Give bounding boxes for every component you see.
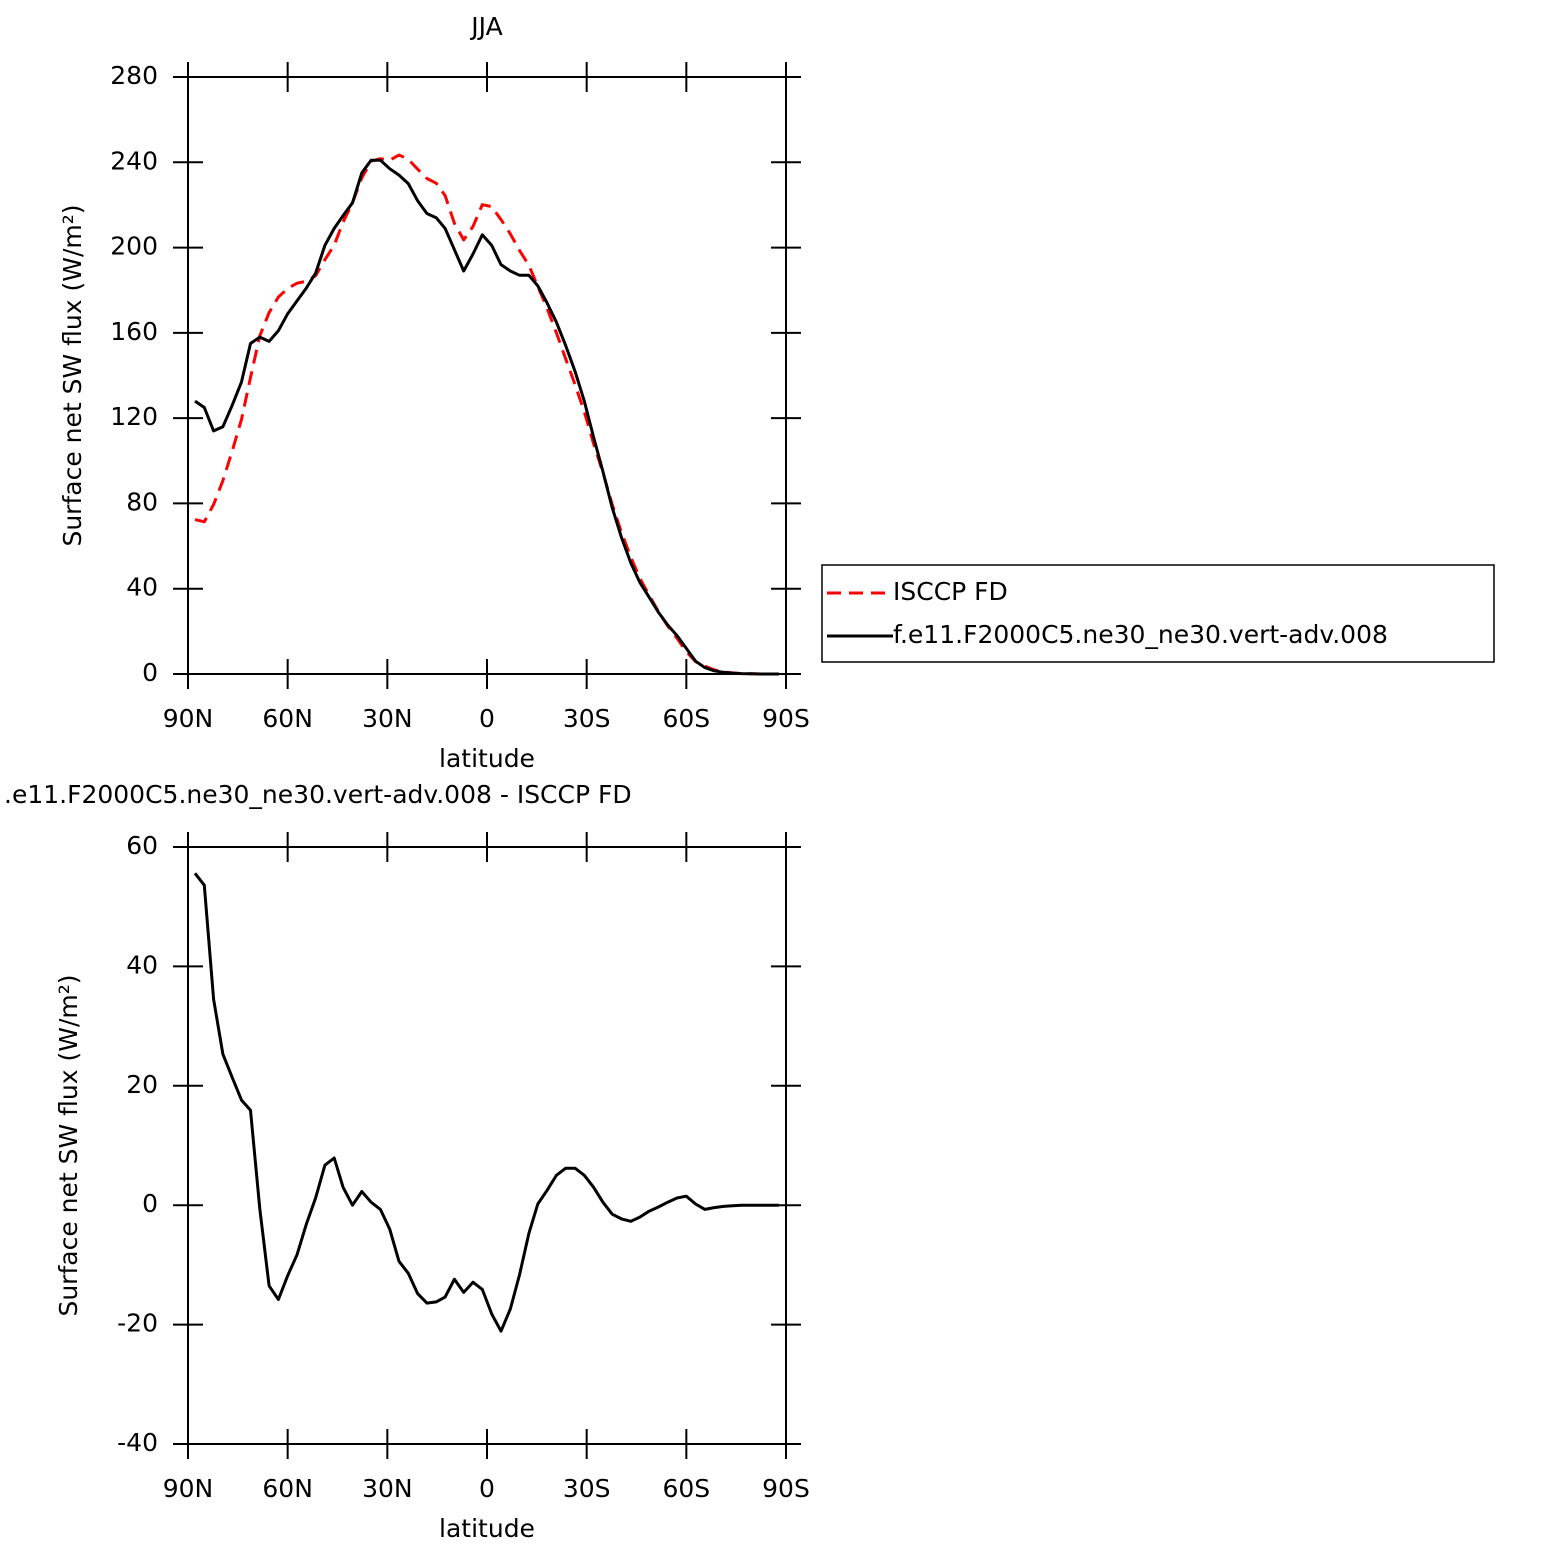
y-tick-label: 280 — [110, 61, 158, 90]
x-tick-label: 90S — [762, 704, 810, 733]
y-tick-label: 160 — [110, 317, 158, 346]
legend-label: ISCCP FD — [893, 577, 1008, 606]
y-tick-label: 40 — [126, 573, 158, 602]
x-tick-label: 60N — [262, 1474, 313, 1503]
x-tick-label: 60S — [662, 704, 710, 733]
y-tick-label: 20 — [126, 1070, 158, 1099]
x-tick-label: 30S — [563, 1474, 611, 1503]
y-tick-label: 0 — [142, 1189, 158, 1218]
y-tick-label: 40 — [126, 950, 158, 979]
x-tick-label: 30N — [362, 1474, 413, 1503]
y-tick-label: 0 — [142, 658, 158, 687]
legend-box — [821, 564, 1495, 663]
x-tick-label: 0 — [479, 1474, 495, 1503]
x-tick-label: 0 — [479, 704, 495, 733]
x-tick-label: 30N — [362, 704, 413, 733]
x-tick-label: 90N — [163, 1474, 214, 1503]
data-line — [194, 158, 779, 676]
plot-frame — [187, 76, 787, 675]
y-tick-label: 80 — [126, 487, 158, 516]
y-tick-label: -20 — [117, 1309, 158, 1338]
y-axis-label: Surface net SW flux (W/m²) — [54, 974, 83, 1316]
data-line — [194, 153, 779, 676]
x-tick-label: 60S — [662, 1474, 710, 1503]
y-tick-label: 200 — [110, 232, 158, 261]
x-axis-label: latitude — [439, 1514, 535, 1543]
y-tick-label: 120 — [110, 402, 158, 431]
x-tick-label: 30S — [563, 704, 611, 733]
y-tick-label: 240 — [110, 146, 158, 175]
plot-frame — [187, 846, 787, 1445]
x-tick-label: 90S — [762, 1474, 810, 1503]
y-tick-label: 60 — [126, 831, 158, 860]
y-axis-label: Surface net SW flux (W/m²) — [58, 204, 87, 546]
y-tick-label: -40 — [117, 1428, 158, 1457]
legend-label: f.e11.F2000C5.ne30_ne30.vert-adv.008 — [893, 620, 1388, 649]
x-tick-label: 90N — [163, 704, 214, 733]
x-tick-label: 60N — [262, 704, 313, 733]
chart-title: JJA — [469, 12, 502, 41]
x-axis-label: latitude — [439, 744, 535, 773]
data-line — [193, 872, 779, 1333]
chart-title: .e11.F2000C5.ne30_ne30.vert-adv.008 - IS… — [4, 780, 632, 809]
